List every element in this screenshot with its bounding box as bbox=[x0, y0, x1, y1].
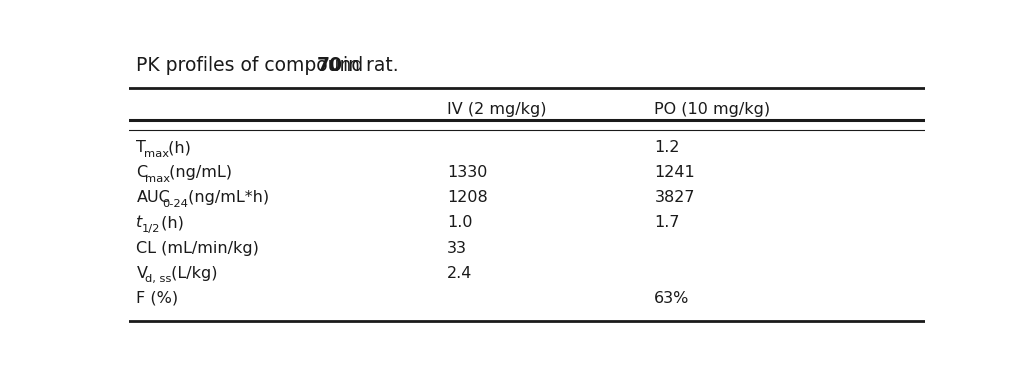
Text: 1/2: 1/2 bbox=[141, 224, 159, 234]
Text: CL (mL/min/kg): CL (mL/min/kg) bbox=[137, 241, 259, 255]
Text: PK profiles of compound: PK profiles of compound bbox=[137, 56, 370, 75]
Text: 1330: 1330 bbox=[447, 165, 487, 180]
Text: 3827: 3827 bbox=[655, 190, 695, 206]
Text: 33: 33 bbox=[447, 241, 467, 255]
Text: d, ss: d, ss bbox=[145, 274, 172, 284]
Text: t: t bbox=[137, 215, 143, 231]
Text: (L/kg): (L/kg) bbox=[166, 266, 217, 280]
Text: 1.2: 1.2 bbox=[655, 141, 680, 155]
Text: max: max bbox=[145, 174, 170, 184]
Text: 1.0: 1.0 bbox=[447, 215, 473, 231]
Text: (h): (h) bbox=[163, 141, 191, 155]
Text: PO (10 mg/kg): PO (10 mg/kg) bbox=[655, 102, 770, 117]
Text: T: T bbox=[137, 141, 146, 155]
Text: 1241: 1241 bbox=[655, 165, 695, 180]
Text: F (%): F (%) bbox=[137, 290, 179, 306]
Text: 70: 70 bbox=[318, 56, 343, 75]
Text: (h): (h) bbox=[155, 215, 183, 231]
Text: 2.4: 2.4 bbox=[447, 266, 473, 280]
Text: 63%: 63% bbox=[655, 290, 690, 306]
Text: (ng/mL): (ng/mL) bbox=[164, 165, 232, 180]
Text: (ng/mL*h): (ng/mL*h) bbox=[183, 190, 268, 206]
Text: V: V bbox=[137, 266, 147, 280]
Text: 1.7: 1.7 bbox=[655, 215, 680, 231]
Text: 1208: 1208 bbox=[447, 190, 488, 206]
Text: 0-24: 0-24 bbox=[162, 199, 188, 209]
Text: max: max bbox=[144, 149, 170, 159]
Text: IV (2 mg/kg): IV (2 mg/kg) bbox=[447, 102, 547, 117]
Text: AUC: AUC bbox=[137, 190, 171, 206]
Text: C: C bbox=[137, 165, 148, 180]
Text: in rat.: in rat. bbox=[337, 56, 399, 75]
